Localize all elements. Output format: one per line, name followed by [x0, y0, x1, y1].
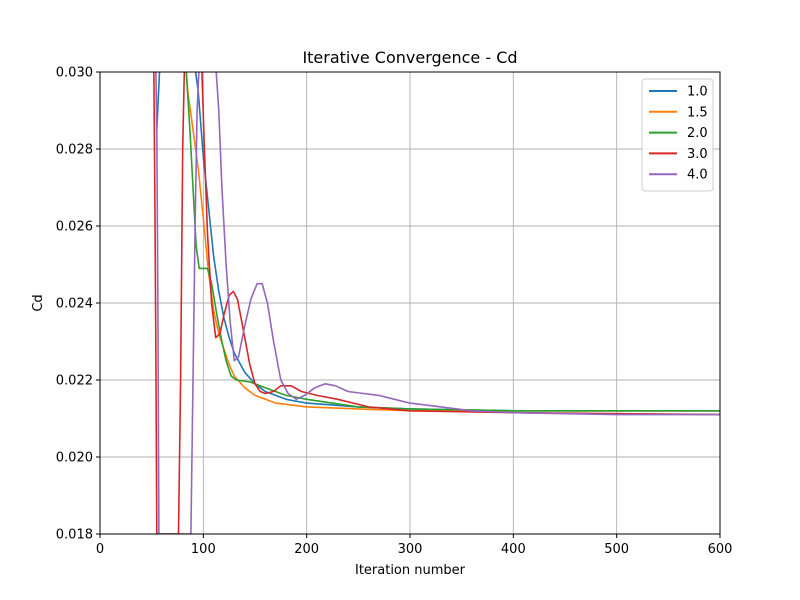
y-tick-label: 0.022: [56, 374, 93, 389]
x-tick-label: 200: [294, 542, 319, 557]
series-line-3.0: [153, 72, 720, 534]
legend: 1.0 1.5 2.0 3.0 4.0: [641, 78, 714, 192]
y-axis-ticks: 0.018 0.020 0.022 0.024 0.026 0.028 0.030: [56, 66, 100, 543]
x-tick-label: 300: [398, 542, 423, 557]
x-axis-label: Iteration number: [355, 563, 466, 578]
legend-label: 3.0: [687, 147, 708, 162]
x-axis-ticks: 0 100 200 300 400 500 600: [96, 534, 733, 557]
legend-box: [641, 78, 714, 192]
y-tick-label: 0.026: [56, 220, 93, 235]
x-tick-label: 500: [604, 542, 629, 557]
x-tick-label: 100: [191, 542, 216, 557]
legend-label: 2.0: [687, 126, 708, 141]
x-tick-label: 0: [96, 542, 104, 557]
legend-label: 1.5: [687, 105, 708, 120]
series-group: [153, 72, 720, 534]
y-axis-label: Cd: [31, 294, 46, 311]
legend-label: 4.0: [687, 168, 708, 183]
legend-label: 1.0: [687, 85, 708, 100]
x-tick-label: 400: [501, 542, 526, 557]
y-tick-label: 0.024: [56, 297, 93, 312]
y-tick-label: 0.028: [56, 143, 93, 158]
series-line-1.5: [185, 72, 720, 412]
x-tick-label: 600: [708, 542, 733, 557]
y-tick-label: 0.020: [56, 451, 93, 466]
y-tick-label: 0.018: [56, 528, 93, 543]
chart-title: Iterative Convergence - Cd: [302, 48, 517, 67]
y-tick-label: 0.030: [56, 66, 93, 81]
series-line-4.0: [155, 72, 720, 534]
